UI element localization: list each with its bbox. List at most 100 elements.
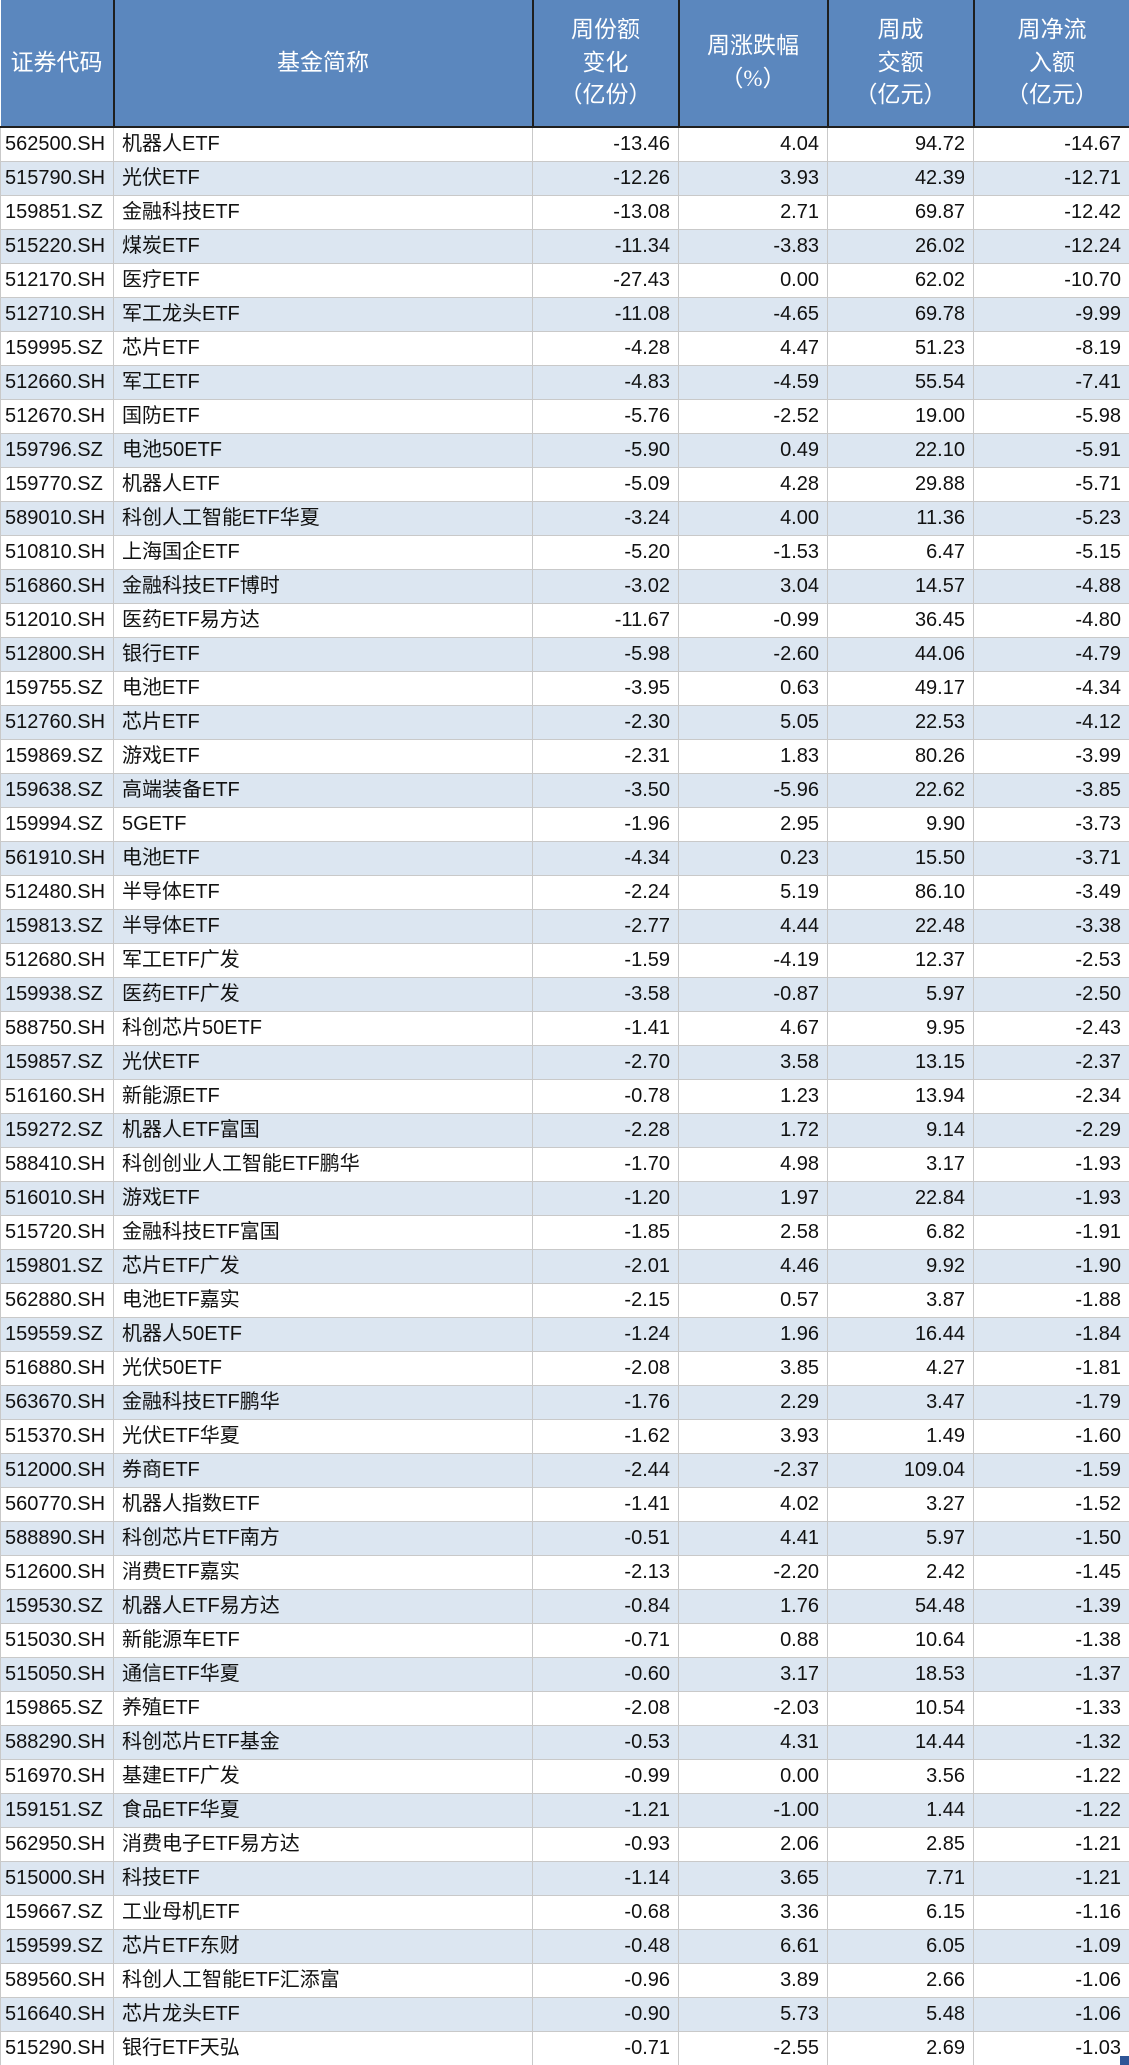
share_change-cell[interactable]: -1.21 (532, 1793, 679, 1828)
net_inflow-cell[interactable]: -5.71 (973, 467, 1129, 502)
net_inflow-cell[interactable]: -12.24 (973, 229, 1129, 264)
code-cell[interactable]: 515030.SH (0, 1623, 114, 1658)
pct_change-cell[interactable]: 1.76 (678, 1589, 828, 1624)
code-cell[interactable]: 159770.SZ (0, 467, 114, 502)
name-cell[interactable]: 芯片ETF广发 (113, 1249, 533, 1284)
name-cell[interactable]: 机器人指数ETF (113, 1487, 533, 1522)
share_change-cell[interactable]: -0.48 (532, 1929, 679, 1964)
name-cell[interactable]: 工业母机ETF (113, 1895, 533, 1930)
net_inflow-cell[interactable]: -7.41 (973, 365, 1129, 400)
name-cell[interactable]: 芯片龙头ETF (113, 1997, 533, 2032)
share_change-cell[interactable]: -1.62 (532, 1419, 679, 1454)
share_change-cell[interactable]: -3.58 (532, 977, 679, 1012)
code-cell[interactable]: 512660.SH (0, 365, 114, 400)
share_change-cell[interactable]: -5.09 (532, 467, 679, 502)
name-cell[interactable]: 消费ETF嘉实 (113, 1555, 533, 1590)
code-cell[interactable]: 159813.SZ (0, 909, 114, 944)
net_inflow-cell[interactable]: -1.90 (973, 1249, 1129, 1284)
name-cell[interactable]: 电池50ETF (113, 433, 533, 468)
net_inflow-cell[interactable]: -5.91 (973, 433, 1129, 468)
turnover-cell[interactable]: 14.44 (827, 1725, 974, 1760)
share_change-cell[interactable]: -2.77 (532, 909, 679, 944)
col-header-pct-change[interactable]: 周涨跌幅 （%） (678, 0, 829, 128)
share_change-cell[interactable]: -1.70 (532, 1147, 679, 1182)
code-cell[interactable]: 512760.SH (0, 705, 114, 740)
pct_change-cell[interactable]: -2.20 (678, 1555, 828, 1590)
turnover-cell[interactable]: 19.00 (827, 399, 974, 434)
pct_change-cell[interactable]: 4.31 (678, 1725, 828, 1760)
pct_change-cell[interactable]: -2.52 (678, 399, 828, 434)
col-header-share-change[interactable]: 周份额 变化 （亿份） (532, 0, 680, 128)
code-cell[interactable]: 510810.SH (0, 535, 114, 570)
name-cell[interactable]: 食品ETF华夏 (113, 1793, 533, 1828)
net_inflow-cell[interactable]: -1.88 (973, 1283, 1129, 1318)
code-cell[interactable]: 515720.SH (0, 1215, 114, 1250)
name-cell[interactable]: 通信ETF华夏 (113, 1657, 533, 1692)
code-cell[interactable]: 159869.SZ (0, 739, 114, 774)
net_inflow-cell[interactable]: -1.06 (973, 1997, 1129, 2032)
turnover-cell[interactable]: 86.10 (827, 875, 974, 910)
pct_change-cell[interactable]: -0.87 (678, 977, 828, 1012)
pct_change-cell[interactable]: 0.23 (678, 841, 828, 876)
turnover-cell[interactable]: 6.47 (827, 535, 974, 570)
net_inflow-cell[interactable]: -1.79 (973, 1385, 1129, 1420)
pct_change-cell[interactable]: 4.41 (678, 1521, 828, 1556)
net_inflow-cell[interactable]: -4.12 (973, 705, 1129, 740)
net_inflow-cell[interactable]: -2.34 (973, 1079, 1129, 1114)
share_change-cell[interactable]: -13.46 (532, 126, 679, 162)
net_inflow-cell[interactable]: -2.50 (973, 977, 1129, 1012)
net_inflow-cell[interactable]: -3.49 (973, 875, 1129, 910)
turnover-cell[interactable]: 6.05 (827, 1929, 974, 1964)
net_inflow-cell[interactable]: -1.91 (973, 1215, 1129, 1250)
net_inflow-cell[interactable]: -12.42 (973, 195, 1129, 230)
turnover-cell[interactable]: 9.92 (827, 1249, 974, 1284)
pct_change-cell[interactable]: 3.04 (678, 569, 828, 604)
share_change-cell[interactable]: -0.78 (532, 1079, 679, 1114)
pct_change-cell[interactable]: 4.28 (678, 467, 828, 502)
share_change-cell[interactable]: -2.44 (532, 1453, 679, 1488)
name-cell[interactable]: 券商ETF (113, 1453, 533, 1488)
turnover-cell[interactable]: 14.57 (827, 569, 974, 604)
pct_change-cell[interactable]: 5.19 (678, 875, 828, 910)
name-cell[interactable]: 芯片ETF (113, 705, 533, 740)
name-cell[interactable]: 电池ETF (113, 841, 533, 876)
name-cell[interactable]: 半导体ETF (113, 909, 533, 944)
code-cell[interactable]: 588750.SH (0, 1011, 114, 1046)
turnover-cell[interactable]: 9.95 (827, 1011, 974, 1046)
share_change-cell[interactable]: -2.13 (532, 1555, 679, 1590)
pct_change-cell[interactable]: 0.57 (678, 1283, 828, 1318)
pct_change-cell[interactable]: 3.65 (678, 1861, 828, 1896)
pct_change-cell[interactable]: -2.60 (678, 637, 828, 672)
share_change-cell[interactable]: -0.96 (532, 1963, 679, 1998)
pct_change-cell[interactable]: 6.61 (678, 1929, 828, 1964)
code-cell[interactable]: 516970.SH (0, 1759, 114, 1794)
turnover-cell[interactable]: 3.17 (827, 1147, 974, 1182)
name-cell[interactable]: 机器人50ETF (113, 1317, 533, 1352)
share_change-cell[interactable]: -5.90 (532, 433, 679, 468)
net_inflow-cell[interactable]: -2.37 (973, 1045, 1129, 1080)
turnover-cell[interactable]: 12.37 (827, 943, 974, 978)
turnover-cell[interactable]: 5.48 (827, 1997, 974, 2032)
net_inflow-cell[interactable]: -1.93 (973, 1147, 1129, 1182)
name-cell[interactable]: 银行ETF天弘 (113, 2031, 533, 2065)
net_inflow-cell[interactable]: -12.71 (973, 161, 1129, 196)
name-cell[interactable]: 国防ETF (113, 399, 533, 434)
col-header-turnover[interactable]: 周成 交额 （亿元） (827, 0, 975, 128)
col-header-code[interactable]: 证券代码 (0, 0, 115, 128)
code-cell[interactable]: 512000.SH (0, 1453, 114, 1488)
code-cell[interactable]: 512800.SH (0, 637, 114, 672)
turnover-cell[interactable]: 9.90 (827, 807, 974, 842)
col-header-name[interactable]: 基金简称 (113, 0, 534, 128)
code-cell[interactable]: 515370.SH (0, 1419, 114, 1454)
code-cell[interactable]: 563670.SH (0, 1385, 114, 1420)
net_inflow-cell[interactable]: -2.29 (973, 1113, 1129, 1148)
turnover-cell[interactable]: 44.06 (827, 637, 974, 672)
pct_change-cell[interactable]: 3.93 (678, 1419, 828, 1454)
code-cell[interactable]: 159638.SZ (0, 773, 114, 808)
code-cell[interactable]: 515220.SH (0, 229, 114, 264)
share_change-cell[interactable]: -1.59 (532, 943, 679, 978)
net_inflow-cell[interactable]: -1.03 (973, 2031, 1129, 2065)
code-cell[interactable]: 159667.SZ (0, 1895, 114, 1930)
code-cell[interactable]: 159801.SZ (0, 1249, 114, 1284)
code-cell[interactable]: 589010.SH (0, 501, 114, 536)
